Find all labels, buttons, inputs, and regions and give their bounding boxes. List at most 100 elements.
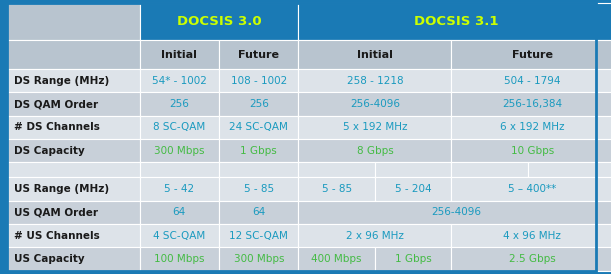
Text: 24 SC-QAM: 24 SC-QAM xyxy=(229,122,288,132)
Text: 100 Mbps: 100 Mbps xyxy=(154,254,205,264)
Bar xyxy=(452,247,611,271)
Text: 256: 256 xyxy=(249,99,269,109)
Bar xyxy=(139,247,219,271)
Bar xyxy=(219,139,298,162)
Bar xyxy=(7,201,139,224)
Text: 1 Gbps: 1 Gbps xyxy=(240,146,277,156)
Bar xyxy=(7,40,139,69)
Bar xyxy=(298,162,375,178)
Bar xyxy=(7,69,139,92)
Bar xyxy=(298,139,452,162)
Bar xyxy=(139,162,219,178)
Text: DOCSIS 3.0: DOCSIS 3.0 xyxy=(177,15,262,28)
Bar xyxy=(375,247,452,271)
Bar xyxy=(139,178,219,201)
Text: DOCSIS 3.1: DOCSIS 3.1 xyxy=(414,15,498,28)
Text: 5 x 192 MHz: 5 x 192 MHz xyxy=(343,122,407,132)
Text: DS Capacity: DS Capacity xyxy=(15,146,85,156)
Bar xyxy=(298,201,611,224)
Bar xyxy=(219,116,298,139)
Text: 256-16,384: 256-16,384 xyxy=(502,99,562,109)
Text: 258 - 1218: 258 - 1218 xyxy=(346,76,403,86)
Text: Initial: Initial xyxy=(161,50,197,60)
Text: 1 Gbps: 1 Gbps xyxy=(395,254,431,264)
Text: 4 SC-QAM: 4 SC-QAM xyxy=(153,231,205,241)
Bar xyxy=(452,69,611,92)
Bar xyxy=(452,224,611,247)
Bar xyxy=(219,201,298,224)
Text: 4 x 96 MHz: 4 x 96 MHz xyxy=(503,231,562,241)
Text: 108 - 1002: 108 - 1002 xyxy=(230,76,287,86)
Text: 10 Gbps: 10 Gbps xyxy=(511,146,554,156)
Text: 400 Mbps: 400 Mbps xyxy=(312,254,362,264)
Text: DS QAM Order: DS QAM Order xyxy=(15,99,98,109)
Text: 256-4096: 256-4096 xyxy=(350,99,400,109)
Bar xyxy=(452,162,528,178)
Bar xyxy=(528,162,611,178)
Bar xyxy=(219,178,298,201)
Bar xyxy=(7,224,139,247)
Text: 64: 64 xyxy=(173,207,186,217)
Bar xyxy=(7,92,139,116)
Bar xyxy=(298,40,452,69)
Text: 300 Mbps: 300 Mbps xyxy=(154,146,205,156)
Text: 256: 256 xyxy=(169,99,189,109)
Bar xyxy=(139,92,219,116)
Bar xyxy=(219,247,298,271)
Text: 8 Gbps: 8 Gbps xyxy=(357,146,393,156)
Text: 12 SC-QAM: 12 SC-QAM xyxy=(229,231,288,241)
Bar xyxy=(219,224,298,247)
Text: 2 x 96 MHz: 2 x 96 MHz xyxy=(346,231,404,241)
Bar xyxy=(452,178,611,201)
Text: DS Range (MHz): DS Range (MHz) xyxy=(15,76,110,86)
Text: Initial: Initial xyxy=(357,50,393,60)
Bar xyxy=(7,139,139,162)
Text: 6 x 192 MHz: 6 x 192 MHz xyxy=(500,122,565,132)
Bar xyxy=(139,201,219,224)
Bar xyxy=(139,116,219,139)
Text: 5 - 85: 5 - 85 xyxy=(321,184,352,194)
Bar xyxy=(452,116,611,139)
Bar xyxy=(452,139,611,162)
Bar xyxy=(298,224,452,247)
Bar xyxy=(298,69,452,92)
Text: 256-4096: 256-4096 xyxy=(431,207,481,217)
Bar xyxy=(375,162,452,178)
Bar xyxy=(298,3,611,40)
Text: 5 - 42: 5 - 42 xyxy=(164,184,194,194)
Text: # US Channels: # US Channels xyxy=(15,231,100,241)
Text: Future: Future xyxy=(512,50,553,60)
Bar xyxy=(7,178,139,201)
Text: 5 – 400**: 5 – 400** xyxy=(508,184,557,194)
Bar xyxy=(7,3,139,40)
Text: US Range (MHz): US Range (MHz) xyxy=(15,184,109,194)
Bar xyxy=(298,247,375,271)
Bar xyxy=(452,92,611,116)
Text: 64: 64 xyxy=(252,207,265,217)
Bar xyxy=(219,92,298,116)
Text: US Capacity: US Capacity xyxy=(15,254,85,264)
Bar xyxy=(219,40,298,69)
Bar xyxy=(375,178,452,201)
Text: 2.5 Gbps: 2.5 Gbps xyxy=(509,254,556,264)
Text: Future: Future xyxy=(238,50,279,60)
Text: 5 - 204: 5 - 204 xyxy=(395,184,431,194)
Bar xyxy=(298,116,452,139)
Bar xyxy=(7,116,139,139)
Bar xyxy=(7,247,139,271)
Text: US QAM Order: US QAM Order xyxy=(15,207,98,217)
Bar xyxy=(139,3,298,40)
Text: 300 Mbps: 300 Mbps xyxy=(233,254,284,264)
Bar xyxy=(139,40,219,69)
Bar xyxy=(219,69,298,92)
Bar xyxy=(139,139,219,162)
Bar xyxy=(139,69,219,92)
Text: # DS Channels: # DS Channels xyxy=(15,122,100,132)
Bar xyxy=(7,162,139,178)
Bar xyxy=(139,224,219,247)
Text: 8 SC-QAM: 8 SC-QAM xyxy=(153,122,205,132)
Text: 5 - 85: 5 - 85 xyxy=(244,184,274,194)
Text: 54* - 1002: 54* - 1002 xyxy=(152,76,207,86)
Bar xyxy=(298,92,452,116)
Bar xyxy=(219,162,298,178)
